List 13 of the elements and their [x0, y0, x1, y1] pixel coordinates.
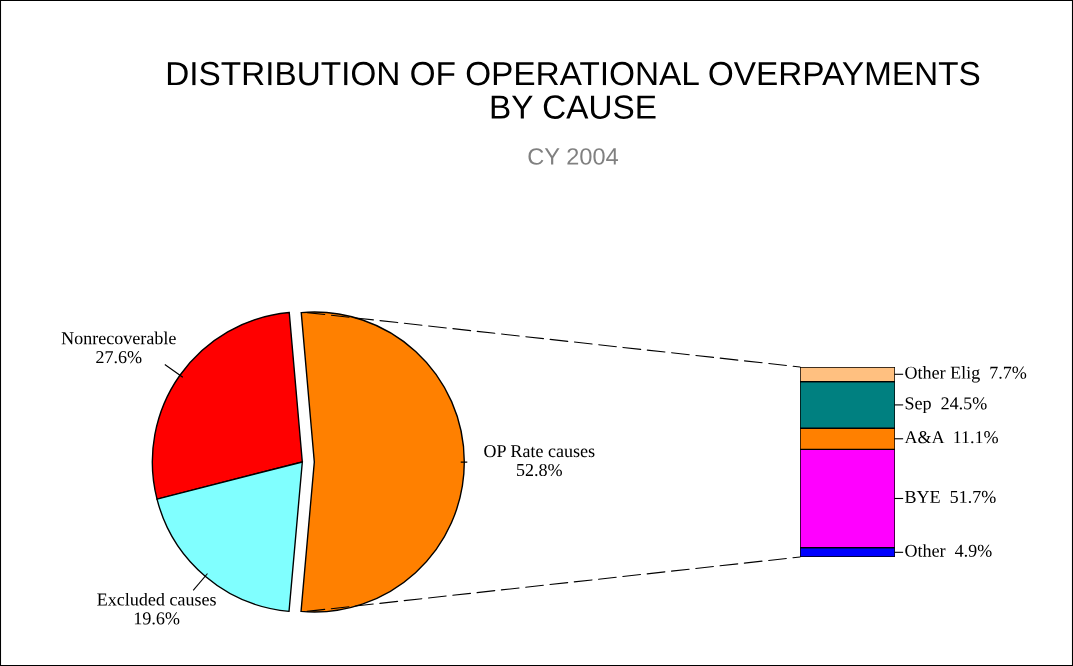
chart-subtitle: CY 2004 [528, 148, 619, 165]
data-label: 52.8% [517, 463, 562, 477]
data-label: 27.6% [96, 351, 142, 364]
chart-title: DISTRIBUTION OF OPERATIONAL OVERPAYMENTS BY CAUSE [167, 61, 980, 119]
data-label: Sep 24.5% [905, 397, 987, 414]
data-label: Other 4.9% [905, 544, 992, 557]
slice-label: OP Rate causes [484, 445, 595, 458]
slice-label: Excluded causes [97, 592, 216, 606]
data-label: BYE 51.7% [905, 490, 996, 504]
data-label: Other Elig 7.7% [905, 366, 1027, 383]
data-label: 19.6% [134, 612, 180, 625]
data-label: A&A 11.1% [904, 431, 998, 444]
slice-label: Nonrecoverable [61, 331, 176, 345]
